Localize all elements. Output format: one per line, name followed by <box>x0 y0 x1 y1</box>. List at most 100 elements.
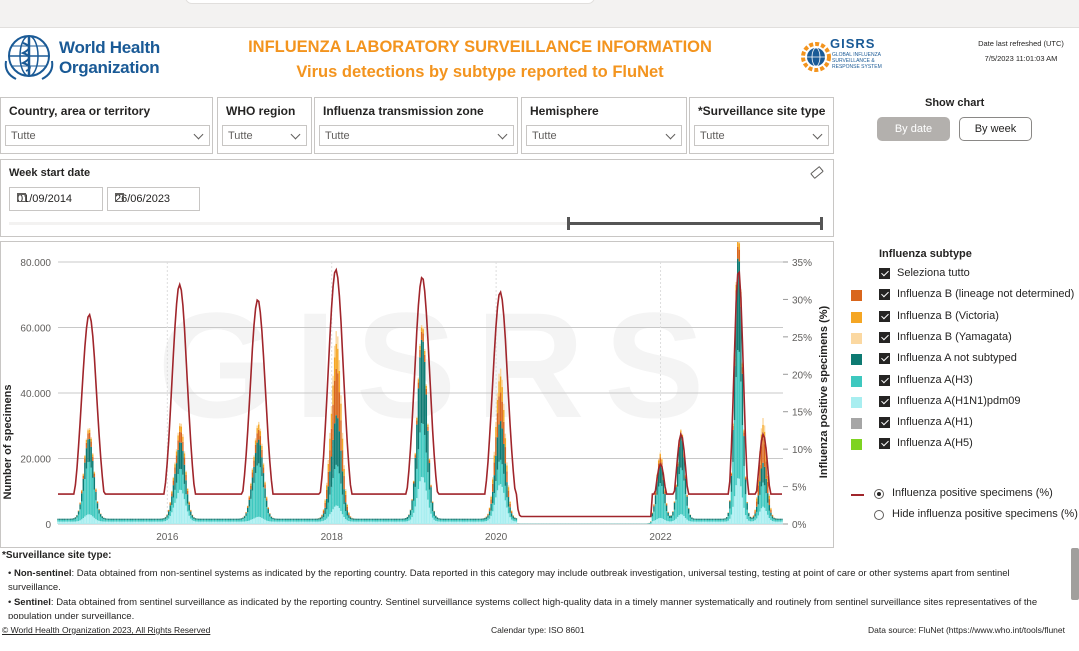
chart-bar-segment <box>240 519 243 522</box>
chart-bar-segment <box>104 519 107 522</box>
chart-bar-segment <box>708 519 710 522</box>
search-pill[interactable] <box>185 0 595 4</box>
filter-hemisphere-select[interactable]: Tutte <box>526 125 682 146</box>
chart-bar-segment <box>196 521 198 524</box>
checkbox-checked-icon[interactable] <box>879 289 890 301</box>
chart-bar-segment <box>370 518 372 520</box>
chart-bar-segment <box>400 518 402 520</box>
filter-who-region-select[interactable]: Tutte <box>222 125 307 146</box>
by-week-button[interactable]: By week <box>959 117 1032 141</box>
chart-bar-segment <box>133 521 135 524</box>
chart-bar-segment <box>352 519 355 522</box>
chart-bar-segment <box>681 433 684 435</box>
checkbox-checked-icon[interactable] <box>879 353 890 365</box>
chart-bar-segment <box>186 494 189 504</box>
chart-bar-segment <box>477 518 480 520</box>
chart-bar-segment <box>471 519 473 522</box>
chart-bar-segment <box>738 351 741 479</box>
chart-bar-segment <box>300 521 303 524</box>
filter-site-type-select[interactable]: Tutte <box>694 125 829 146</box>
eraser-icon[interactable] <box>810 165 824 180</box>
copyright-link[interactable]: © World Health Organization 2023, All Ri… <box>2 625 211 635</box>
chart-bar-segment <box>319 521 322 524</box>
chart-bar-segment <box>69 518 72 520</box>
chart-bar-segment <box>735 485 737 524</box>
chart-bar-segment <box>348 513 350 516</box>
end-date-input[interactable]: 26/06/2023 <box>107 187 200 211</box>
chart-bar-segment <box>656 494 658 520</box>
chart-bar-segment <box>327 460 330 464</box>
filter-country-select[interactable]: Tutte <box>5 125 210 146</box>
data-source[interactable]: Data source: FluNet (https://www.who.int… <box>868 625 1066 635</box>
chart-bar-segment <box>215 518 217 520</box>
chart-bar-segment <box>81 519 83 524</box>
checkbox-checked-icon[interactable] <box>879 310 890 322</box>
chart-bar-segment <box>193 521 195 524</box>
chart-bar-segment <box>330 456 333 487</box>
chart-svg[interactable]: GISRS 020.00040.00060.00080.0000%5%10%15… <box>1 242 834 548</box>
chart-bar-segment <box>665 520 668 524</box>
chart-bar-segment <box>180 442 183 470</box>
checkbox-checked-icon[interactable] <box>879 395 890 407</box>
chart-bar-segment <box>145 521 148 524</box>
notes-scrollbar[interactable] <box>1071 548 1079 600</box>
chart-bar-segment <box>356 518 358 520</box>
chart-bar-segment <box>84 454 86 457</box>
radio-button[interactable] <box>874 510 884 520</box>
gisrs-logo: GISRS GLOBAL INFLUENZA SURVEILLANCE & RE… <box>800 35 895 83</box>
chart-bar-segment <box>295 519 298 522</box>
chart-bar-segment <box>139 519 141 522</box>
chart-bar-segment <box>473 518 475 520</box>
checkbox-checked-icon[interactable] <box>879 331 890 343</box>
chart-bar-segment <box>188 501 190 503</box>
chart-bar-segment <box>738 478 741 524</box>
chart-bar-segment <box>144 518 146 520</box>
by-date-button[interactable]: By date <box>877 117 950 141</box>
chart-bar-segment <box>332 375 334 386</box>
slider-end-handle[interactable] <box>820 217 823 230</box>
checkbox-checked-icon[interactable] <box>879 438 890 450</box>
chart-bar-segment <box>322 517 325 521</box>
checkbox-checked-icon[interactable] <box>879 417 890 429</box>
chart-bar-segment <box>123 521 126 524</box>
checkbox-checked-icon[interactable] <box>879 374 890 386</box>
chart-bar-segment <box>495 437 497 456</box>
legend-swatch <box>851 418 862 430</box>
chart-bar-segment <box>496 469 499 491</box>
start-date-input[interactable]: 01/09/2014 <box>9 187 103 211</box>
chart-bar-segment <box>118 521 121 524</box>
chart-bar-segment <box>68 521 70 524</box>
chart-bar-segment <box>681 514 684 524</box>
chart-bar-segment <box>246 512 249 521</box>
chart-bar-segment <box>250 519 252 524</box>
chart-bar-segment <box>209 521 211 524</box>
y2-tick-label: 0% <box>792 520 807 531</box>
radio-button-selected[interactable] <box>874 489 884 499</box>
chart-bar-segment <box>754 516 756 521</box>
calendar-icon[interactable] <box>115 193 124 202</box>
chart-bar-segment <box>676 516 679 524</box>
chart-bar-segment <box>164 517 167 519</box>
chart-bar-segment <box>670 521 673 524</box>
chart-bar-segment <box>359 518 361 520</box>
chart-bar-segment <box>96 520 99 524</box>
legend-label: Influenza B (Victoria) <box>897 309 999 322</box>
chart-bar-segment <box>158 519 160 522</box>
chart-bar-segment <box>430 513 432 524</box>
chart-bar-segment <box>496 413 499 438</box>
chart-bar-segment <box>284 519 287 522</box>
checkbox-checked-icon[interactable] <box>879 268 890 279</box>
date-slider-track[interactable] <box>9 222 823 225</box>
chart-bar-segment <box>125 519 127 522</box>
chart-bar-segment <box>215 521 217 524</box>
chart-bar-segment <box>357 519 360 522</box>
chart-bar-segment <box>175 498 178 524</box>
chart-bar-segment <box>436 517 439 520</box>
slider-start-handle[interactable] <box>567 217 570 230</box>
chart-bar-segment <box>752 516 755 519</box>
chart-bar-segment <box>400 519 402 522</box>
calendar-icon[interactable] <box>17 193 26 202</box>
chart-bar-segment <box>147 518 149 520</box>
chart-bar-segment <box>515 521 518 524</box>
filter-transmission-zone-select[interactable]: Tutte <box>319 125 514 146</box>
